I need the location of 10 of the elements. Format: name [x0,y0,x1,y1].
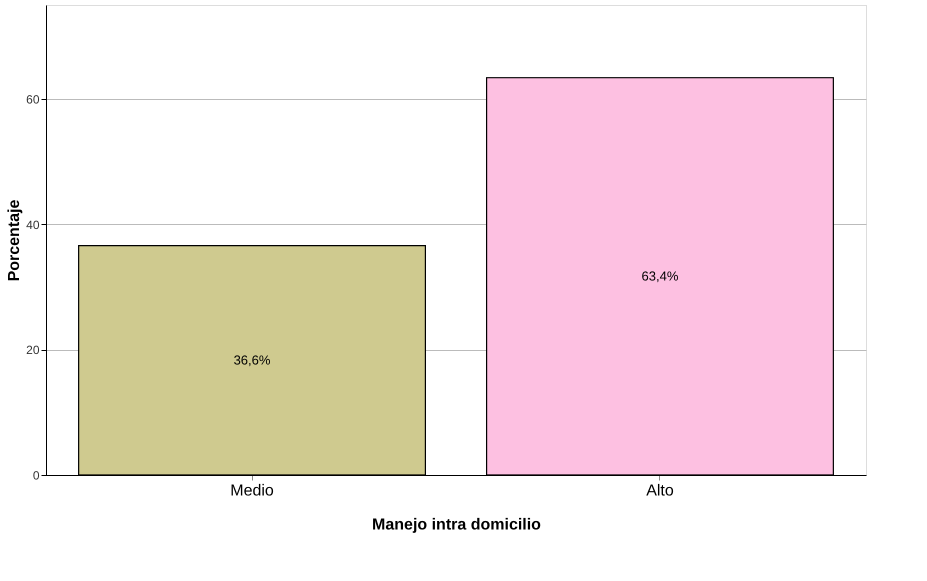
data-label: 36,6% [234,352,271,368]
y-tick-label: 40 [26,218,40,232]
y-tick-label: 60 [26,92,40,106]
data-label: 63,4% [642,268,679,284]
y-tick-label: 0 [32,468,40,482]
x-tick-label: Medio [230,482,274,500]
x-tick-label: Alto [646,482,674,500]
x-axis-title: Manejo intra domicilio [372,516,542,534]
y-tick-label: 20 [26,343,40,358]
y-axis-title: Porcentaje [6,199,24,282]
